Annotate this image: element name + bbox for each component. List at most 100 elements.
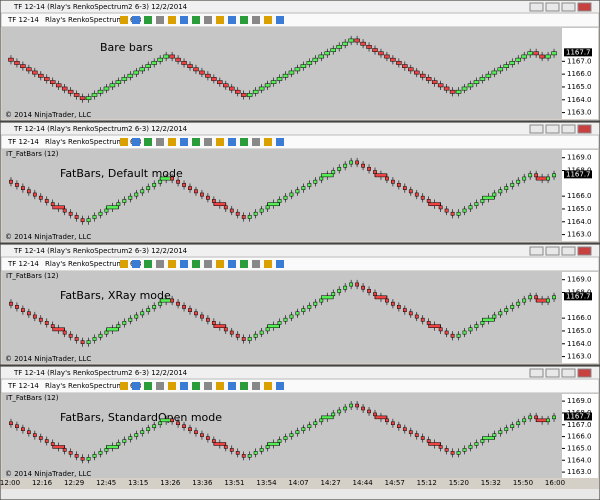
- bar-type-selector[interactable]: Rlay's RenkoSpectrum2 6-3: [45, 138, 141, 146]
- renko-brick: [428, 202, 441, 207]
- toolbar-icon[interactable]: [252, 382, 260, 390]
- toolbar-icon[interactable]: [252, 138, 260, 146]
- toolbar-icon[interactable]: [168, 138, 176, 146]
- toolbar-icon[interactable]: [120, 260, 128, 268]
- toolbar-icon[interactable]: [192, 138, 200, 146]
- last-price: 1167.7: [566, 170, 591, 178]
- toolbar-icon[interactable]: [156, 16, 164, 24]
- toolbar-icon[interactable]: [120, 382, 128, 390]
- toolbar-icon[interactable]: [144, 138, 152, 146]
- toolbar-icon[interactable]: [276, 138, 284, 146]
- toolbar-icon[interactable]: [120, 16, 128, 24]
- instrument-selector[interactable]: TF 12-14: [7, 138, 39, 146]
- renko-brick: [408, 67, 414, 72]
- window-button[interactable]: [561, 124, 576, 134]
- window-button[interactable]: [545, 246, 560, 256]
- toolbar-icon[interactable]: [156, 382, 164, 390]
- toolbar-icon[interactable]: [204, 16, 212, 24]
- toolbar-icon[interactable]: [228, 260, 236, 268]
- bar-type-selector[interactable]: Rlay's RenkoSpectrum2 6-3: [45, 16, 141, 24]
- toolbar-icon[interactable]: [204, 382, 212, 390]
- chart-area: [2, 150, 562, 241]
- window-button[interactable]: [545, 368, 560, 378]
- toolbar-icon[interactable]: [276, 382, 284, 390]
- toolbar-icon[interactable]: [264, 16, 272, 24]
- instrument-selector[interactable]: TF 12-14: [7, 260, 39, 268]
- window-button[interactable]: [529, 246, 544, 256]
- toolbar-icon[interactable]: [240, 382, 248, 390]
- toolbar-icon[interactable]: [264, 260, 272, 268]
- renko-brick: [510, 305, 515, 309]
- window-button[interactable]: [577, 2, 592, 12]
- toolbar-icon[interactable]: [144, 16, 152, 24]
- window-button[interactable]: [577, 124, 592, 134]
- toolbar-icon[interactable]: [240, 138, 248, 146]
- toolbar-icon[interactable]: [276, 260, 284, 268]
- renko-brick: [199, 70, 205, 75]
- toolbar-icon[interactable]: [216, 260, 224, 268]
- window-button[interactable]: [561, 368, 576, 378]
- toolbar-icon[interactable]: [216, 382, 224, 390]
- renko-brick: [428, 442, 441, 446]
- toolbar-icon[interactable]: [168, 16, 176, 24]
- toolbar-icon[interactable]: [216, 138, 224, 146]
- bar-type-selector[interactable]: Rlay's RenkoSpectrum2 6-3: [45, 382, 141, 390]
- toolbar-icon[interactable]: [180, 138, 188, 146]
- toolbar-icon[interactable]: [240, 260, 248, 268]
- window-button[interactable]: [529, 2, 544, 12]
- toolbar-icon[interactable]: [132, 138, 140, 146]
- toolbar-icon[interactable]: [228, 16, 236, 24]
- toolbar-icon[interactable]: [204, 138, 212, 146]
- instrument-selector[interactable]: TF 12-14: [7, 382, 39, 390]
- window-button[interactable]: [561, 246, 576, 256]
- renko-brick: [68, 211, 73, 216]
- toolbar-icon[interactable]: [156, 138, 164, 146]
- toolbar-icon[interactable]: [264, 138, 272, 146]
- toolbar-icon[interactable]: [180, 16, 188, 24]
- renko-brick: [50, 202, 55, 207]
- toolbar-icon[interactable]: [228, 138, 236, 146]
- window-button[interactable]: [577, 246, 592, 256]
- window-button[interactable]: [577, 368, 592, 378]
- renko-brick: [98, 333, 103, 338]
- renko-brick: [324, 51, 330, 56]
- toolbar-icon[interactable]: [240, 16, 248, 24]
- toolbar-icon[interactable]: [252, 260, 260, 268]
- window-button[interactable]: [545, 124, 560, 134]
- toolbar-icon[interactable]: [192, 382, 200, 390]
- renko-brick: [552, 415, 556, 420]
- toolbar-icon[interactable]: [228, 382, 236, 390]
- renko-brick: [426, 439, 431, 443]
- window-button[interactable]: [545, 2, 560, 12]
- renko-brick: [450, 451, 455, 455]
- toolbar-icon[interactable]: [120, 138, 128, 146]
- renko-brick: [504, 186, 509, 190]
- toolbar-icon[interactable]: [252, 16, 260, 24]
- toolbar-icon[interactable]: [204, 260, 212, 268]
- toolbar-icon[interactable]: [264, 382, 272, 390]
- renko-brick: [319, 176, 324, 181]
- toolbar-icon[interactable]: [132, 260, 140, 268]
- toolbar-icon[interactable]: [216, 16, 224, 24]
- renko-brick: [200, 314, 204, 319]
- instrument-selector[interactable]: TF 12-14: [7, 16, 39, 24]
- window-button[interactable]: [529, 124, 544, 134]
- window-button[interactable]: [529, 368, 544, 378]
- toolbar-icon[interactable]: [144, 382, 152, 390]
- toolbar-icon[interactable]: [156, 260, 164, 268]
- toolbar-icon[interactable]: [132, 16, 140, 24]
- toolbar-icon[interactable]: [168, 382, 176, 390]
- toolbar-icon[interactable]: [192, 16, 200, 24]
- window-button[interactable]: [561, 2, 576, 12]
- toolbar-icon[interactable]: [168, 260, 176, 268]
- toolbar-icon[interactable]: [276, 16, 284, 24]
- toolbar-icon[interactable]: [180, 260, 188, 268]
- renko-brick: [52, 205, 65, 210]
- renko-brick: [450, 333, 455, 338]
- toolbar-icon[interactable]: [144, 260, 152, 268]
- toolbar-icon[interactable]: [192, 260, 200, 268]
- bar-type-selector[interactable]: Rlay's RenkoSpectrum2 6-3: [45, 260, 141, 268]
- toolbar-icon[interactable]: [180, 382, 188, 390]
- renko-brick: [385, 176, 389, 181]
- toolbar-icon[interactable]: [132, 382, 140, 390]
